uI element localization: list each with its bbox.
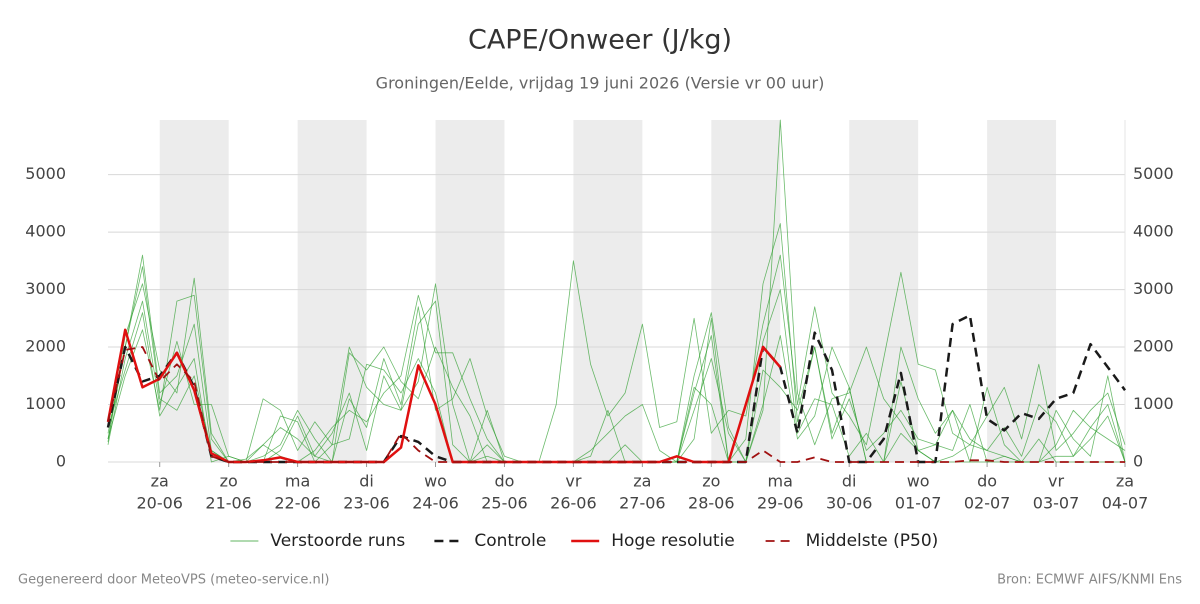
day-shade — [987, 120, 1057, 462]
footer-left: Gegenereerd door MeteoVPS (meteo-service… — [18, 573, 329, 588]
day-shade — [159, 120, 229, 462]
x-tick-label: 21-06 — [205, 494, 252, 513]
x-weekday-label: ma — [768, 472, 793, 491]
x-tick-label: 25-06 — [481, 494, 528, 513]
x-tick-label: 03-07 — [1033, 494, 1080, 513]
legend-label: Controle — [474, 531, 546, 551]
x-weekday-label: vr — [1048, 472, 1064, 491]
x-weekday-label: za — [151, 472, 169, 491]
x-weekday-label: zo — [702, 472, 720, 491]
x-weekday-label: zo — [220, 472, 238, 491]
y-tick-label-right: 0 — [1133, 452, 1143, 471]
series-line — [107, 119, 1126, 463]
y-tick-label: 1000 — [25, 394, 66, 413]
footer-right: Bron: ECMWF AIFS/KNMI Ens — [997, 573, 1182, 588]
x-tick-label: 26-06 — [550, 494, 597, 513]
series-line — [107, 289, 1126, 463]
y-tick-label-right: 2000 — [1133, 337, 1174, 356]
x-tick-label: 29-06 — [757, 494, 804, 513]
chart-title: CAPE/Onweer (J/kg) — [468, 25, 732, 56]
chart-subtitle: Groningen/Eelde, vrijdag 19 juni 2026 (V… — [376, 74, 825, 93]
y-tick-label-right: 3000 — [1133, 279, 1174, 298]
x-tick-label: 23-06 — [343, 494, 390, 513]
x-tick-label: 27-06 — [619, 494, 666, 513]
x-tick-label: 30-06 — [826, 494, 873, 513]
y-tick-label-right: 1000 — [1133, 394, 1174, 413]
x-weekday-label: wo — [907, 472, 930, 491]
y-tick-label-right: 5000 — [1133, 164, 1174, 183]
y-tick-label: 3000 — [25, 279, 66, 298]
x-tick-label: 20-06 — [136, 494, 183, 513]
x-weekday-label: di — [359, 472, 374, 491]
x-weekday-label: za — [1116, 472, 1134, 491]
x-tick-label: 01-07 — [895, 494, 942, 513]
x-tick-label: 22-06 — [274, 494, 321, 513]
x-tick-label: 04-07 — [1102, 494, 1149, 513]
x-tick-label: 28-06 — [688, 494, 735, 513]
x-weekday-label: ma — [285, 472, 310, 491]
y-tick-label: 4000 — [25, 222, 66, 241]
x-tick-label: 02-07 — [964, 494, 1011, 513]
series-line — [107, 254, 1126, 463]
legend-label: Middelste (P50) — [806, 531, 939, 551]
series-line — [107, 346, 1125, 463]
x-weekday-label: za — [633, 472, 651, 491]
y-tick-label: 0 — [56, 452, 66, 471]
y-tick-label: 2000 — [25, 337, 66, 356]
y-tick-label-right: 4000 — [1133, 222, 1174, 241]
legend-label: Hoge resolutie — [611, 531, 735, 551]
x-weekday-label: vr — [565, 472, 581, 491]
day-shade — [435, 120, 505, 462]
x-weekday-label: wo — [424, 472, 447, 491]
y-tick-label: 5000 — [25, 164, 66, 183]
x-weekday-label: do — [977, 472, 997, 491]
x-tick-label: 24-06 — [412, 494, 459, 513]
series-line — [107, 266, 1126, 463]
x-weekday-label: di — [842, 472, 857, 491]
x-weekday-label: do — [494, 472, 514, 491]
series-line — [106, 328, 782, 464]
legend-label: Verstoorde runs — [270, 531, 405, 551]
